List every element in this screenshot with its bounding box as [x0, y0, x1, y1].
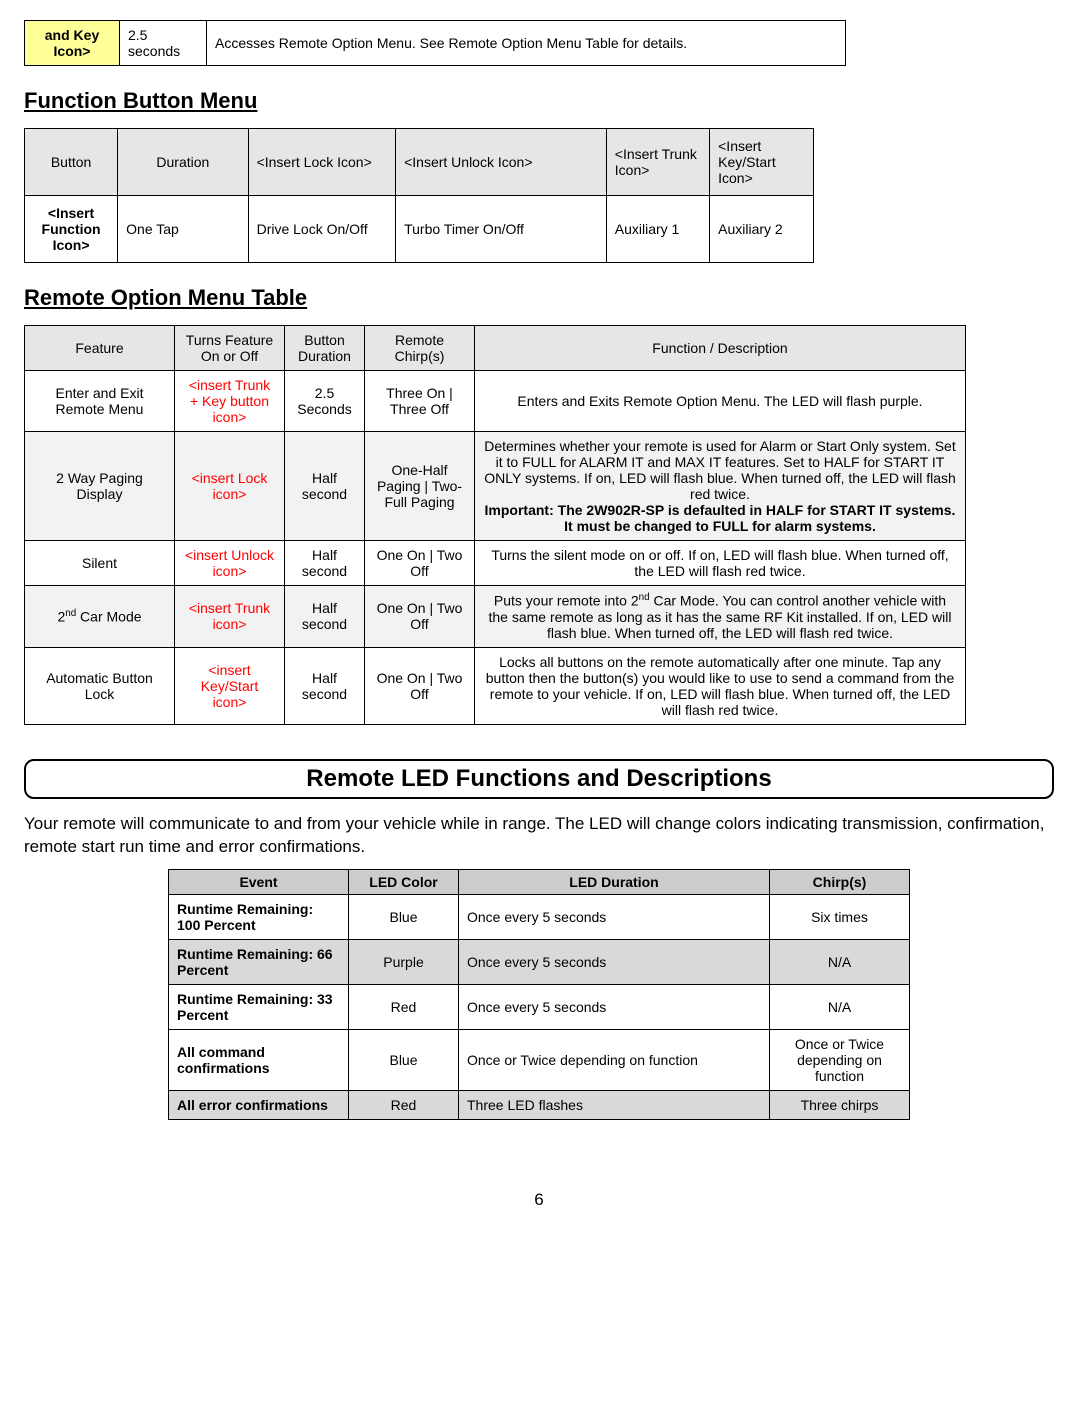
rom-turns: <insert Key/Start icon> — [175, 647, 285, 724]
rom-feature: Enter and Exit Remote Menu — [25, 371, 175, 432]
fbm-row-trunk: Auxiliary 1 — [606, 196, 709, 263]
led-row: All error confirmationsRedThree LED flas… — [169, 1090, 910, 1119]
rom-header-desc: Function / Description — [475, 326, 966, 371]
rom-desc: Determines whether your remote is used f… — [475, 432, 966, 541]
rom-header-chirp: Remote Chirp(s) — [365, 326, 475, 371]
fbm-row-button: <Insert Function Icon> — [25, 196, 118, 263]
led-duration: Once every 5 seconds — [459, 939, 770, 984]
rom-desc: Enters and Exits Remote Option Menu. The… — [475, 371, 966, 432]
led-event: Runtime Remaining: 33 Percent — [169, 984, 349, 1029]
led-chirp: N/A — [770, 984, 910, 1029]
led-chirp: Once or Twice depending on function — [770, 1029, 910, 1090]
rom-dur: Half second — [285, 647, 365, 724]
led-header-color: LED Color — [349, 869, 459, 894]
rom-chirp: Three On | Three Off — [365, 371, 475, 432]
led-event: All error confirmations — [169, 1090, 349, 1119]
led-header-event: Event — [169, 869, 349, 894]
top-duration-cell: 2.5 seconds — [120, 21, 207, 66]
rom-header-feature: Feature — [25, 326, 175, 371]
fbm-row-duration: One Tap — [118, 196, 248, 263]
led-row: Runtime Remaining: 33 PercentRedOnce eve… — [169, 984, 910, 1029]
rom-chirp: One On | Two Off — [365, 586, 475, 648]
rom-row: Automatic Button Lock <insert Key/Start … — [25, 647, 966, 724]
fbm-header-key: <Insert Key/Start Icon> — [710, 129, 814, 196]
rom-desc-bold: Important: The 2W902R-SP is defaulted in… — [485, 502, 956, 534]
top-partial-table: and Key Icon> 2.5 seconds Accesses Remot… — [24, 20, 846, 66]
fbm-header-trunk: <Insert Trunk Icon> — [606, 129, 709, 196]
led-duration: Once or Twice depending on function — [459, 1029, 770, 1090]
rom-feature: 2 Way Paging Display — [25, 432, 175, 541]
led-color: Blue — [349, 894, 459, 939]
led-duration: Once every 5 seconds — [459, 894, 770, 939]
rom-dur: Half second — [285, 541, 365, 586]
rom-row: 2 Way Paging Display <insert Lock icon> … — [25, 432, 966, 541]
function-button-menu-table: Button Duration <Insert Lock Icon> <Inse… — [24, 128, 814, 263]
fbm-row-unlock: Turbo Timer On/Off — [396, 196, 607, 263]
remote-option-menu-table: Feature Turns Feature On or Off Button D… — [24, 325, 966, 725]
rom-desc-pre: Determines whether your remote is used f… — [484, 438, 956, 502]
fbm-header-duration: Duration — [118, 129, 248, 196]
rom-row: Enter and Exit Remote Menu <insert Trunk… — [25, 371, 966, 432]
led-event: Runtime Remaining: 100 Percent — [169, 894, 349, 939]
led-duration: Three LED flashes — [459, 1090, 770, 1119]
led-color: Blue — [349, 1029, 459, 1090]
led-header-duration: LED Duration — [459, 869, 770, 894]
fbm-header-button: Button — [25, 129, 118, 196]
led-intro-text: Your remote will communicate to and from… — [24, 813, 1054, 859]
rom-dur: 2.5 Seconds — [285, 371, 365, 432]
rom-turns: <insert Trunk + Key button icon> — [175, 371, 285, 432]
led-functions-table: Event LED Color LED Duration Chirp(s) Ru… — [168, 869, 910, 1120]
rom-turns: <insert Unlock icon> — [175, 541, 285, 586]
led-header-chirp: Chirp(s) — [770, 869, 910, 894]
rom-desc: Puts your remote into 2nd Car Mode. You … — [475, 586, 966, 648]
rom-chirp: One On | Two Off — [365, 647, 475, 724]
rom-header-duration: Button Duration — [285, 326, 365, 371]
fbm-header-lock: <Insert Lock Icon> — [248, 129, 396, 196]
rom-feature: Automatic Button Lock — [25, 647, 175, 724]
rom-row: 2nd Car Mode <insert Trunk icon> Half se… — [25, 586, 966, 648]
rom-chirp: One-Half Paging | Two-Full Paging — [365, 432, 475, 541]
led-chirp: Three chirps — [770, 1090, 910, 1119]
page-number: 6 — [24, 1190, 1054, 1210]
rom-desc: Turns the silent mode on or off. If on, … — [475, 541, 966, 586]
rom-desc: Locks all buttons on the remote automati… — [475, 647, 966, 724]
function-button-menu-heading: Function Button Menu — [24, 88, 1054, 114]
led-functions-banner: Remote LED Functions and Descriptions — [24, 759, 1054, 799]
fbm-row-key: Auxiliary 2 — [710, 196, 814, 263]
rom-turns: <insert Lock icon> — [175, 432, 285, 541]
rom-row: Silent <insert Unlock icon> Half second … — [25, 541, 966, 586]
led-duration: Once every 5 seconds — [459, 984, 770, 1029]
led-chirp: Six times — [770, 894, 910, 939]
led-chirp: N/A — [770, 939, 910, 984]
fbm-header-unlock: <Insert Unlock Icon> — [396, 129, 607, 196]
led-color: Red — [349, 1090, 459, 1119]
led-row: Runtime Remaining: 100 PercentBlueOnce e… — [169, 894, 910, 939]
led-row: Runtime Remaining: 66 PercentPurpleOnce … — [169, 939, 910, 984]
top-button-cell: and Key Icon> — [25, 21, 120, 66]
led-row: All command confirmationsBlueOnce or Twi… — [169, 1029, 910, 1090]
remote-option-menu-heading: Remote Option Menu Table — [24, 285, 1054, 311]
rom-dur: Half second — [285, 432, 365, 541]
rom-header-turns: Turns Feature On or Off — [175, 326, 285, 371]
rom-feature: 2nd Car Mode — [25, 586, 175, 648]
fbm-row-lock: Drive Lock On/Off — [248, 196, 396, 263]
rom-turns: <insert Trunk icon> — [175, 586, 285, 648]
led-color: Red — [349, 984, 459, 1029]
rom-chirp: One On | Two Off — [365, 541, 475, 586]
rom-dur: Half second — [285, 586, 365, 648]
rom-feature: Silent — [25, 541, 175, 586]
led-color: Purple — [349, 939, 459, 984]
top-desc-cell: Accesses Remote Option Menu. See Remote … — [207, 21, 846, 66]
led-event: All command confirmations — [169, 1029, 349, 1090]
led-event: Runtime Remaining: 66 Percent — [169, 939, 349, 984]
